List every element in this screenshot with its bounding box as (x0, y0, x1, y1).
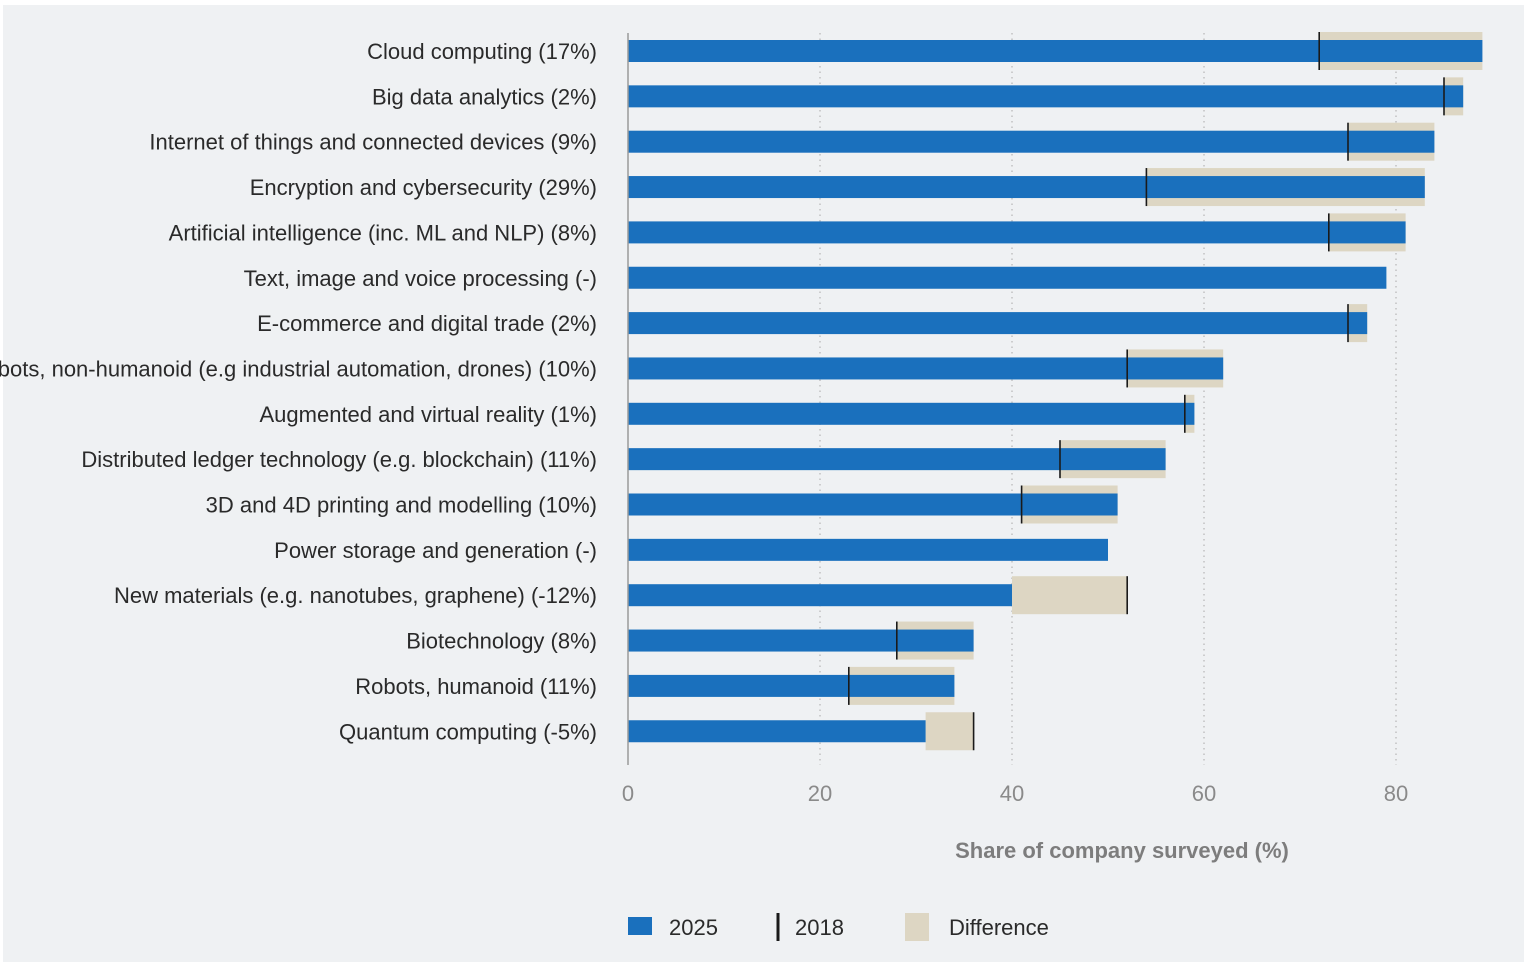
category-label: Big data analytics (2%) (372, 84, 597, 109)
bar-2025 (628, 176, 1425, 199)
legend-label-2018: 2018 (795, 915, 844, 940)
category-label: Internet of things and connected devices… (149, 130, 597, 155)
category-label: Distributed ledger technology (e.g. bloc… (81, 447, 597, 472)
x-tick-labels: 0 20 40 60 80 (622, 781, 1408, 806)
x-tick-label-20: 20 (808, 781, 832, 806)
x-axis-title: Share of company surveyed (%) (955, 838, 1289, 863)
category-labels: Cloud computing (17%) Big data analytics … (0, 39, 597, 744)
bar-2025 (628, 130, 1435, 153)
legend-label-2025: 2025 (669, 915, 718, 940)
bar-2025 (628, 448, 1166, 471)
bar-2025 (628, 538, 1108, 561)
bar-2025 (628, 357, 1224, 380)
category-label: 3D and 4D printing and modelling (10%) (206, 493, 597, 518)
bar-2025 (628, 85, 1464, 108)
category-label: Robots, non-humanoid (e.g industrial aut… (0, 356, 597, 381)
category-label: Biotechnology (8%) (406, 629, 597, 654)
category-label: New materials (e.g. nanotubes, graphene)… (114, 583, 597, 608)
markers-2018 (847, 32, 1445, 751)
legend: 2025 2018 Difference (628, 913, 1049, 941)
difference-band (925, 712, 974, 751)
x-tick-label-0: 0 (622, 781, 634, 806)
difference-band (1012, 576, 1128, 615)
x-tick-label-80: 80 (1384, 781, 1408, 806)
bar-2025 (628, 40, 1483, 62)
bar-2025 (628, 221, 1406, 244)
category-label: Augmented and virtual reality (1%) (260, 402, 598, 427)
category-label: Power storage and generation (-) (274, 538, 597, 563)
bar-2025 (628, 720, 926, 743)
category-label: Quantum computing (-5%) (339, 719, 597, 744)
category-label: Cloud computing (17%) (367, 39, 597, 64)
category-label: Encryption and cybersecurity (29%) (250, 175, 597, 200)
legend-label-difference: Difference (949, 915, 1049, 940)
chart-panel (3, 5, 1524, 962)
bar-2025 (628, 312, 1368, 335)
bar-2025 (628, 584, 1012, 607)
x-tick-label-40: 40 (1000, 781, 1024, 806)
bar-2025 (628, 402, 1195, 425)
bar-2025 (628, 266, 1387, 289)
bars-2025 (628, 40, 1483, 743)
bar-2025 (628, 629, 974, 652)
category-label: Robots, humanoid (11%) (355, 674, 597, 699)
bar-2025 (628, 674, 955, 697)
bar-2025 (628, 493, 1118, 516)
x-tick-label-60: 60 (1192, 781, 1216, 806)
category-label: Text, image and voice processing (-) (244, 266, 597, 291)
legend-swatch-difference (905, 913, 929, 941)
legend-swatch-2025 (628, 917, 652, 935)
category-label: Artificial intelligence (inc. ML and NLP… (169, 220, 597, 245)
category-label: E-commerce and digital trade (2%) (257, 311, 597, 336)
